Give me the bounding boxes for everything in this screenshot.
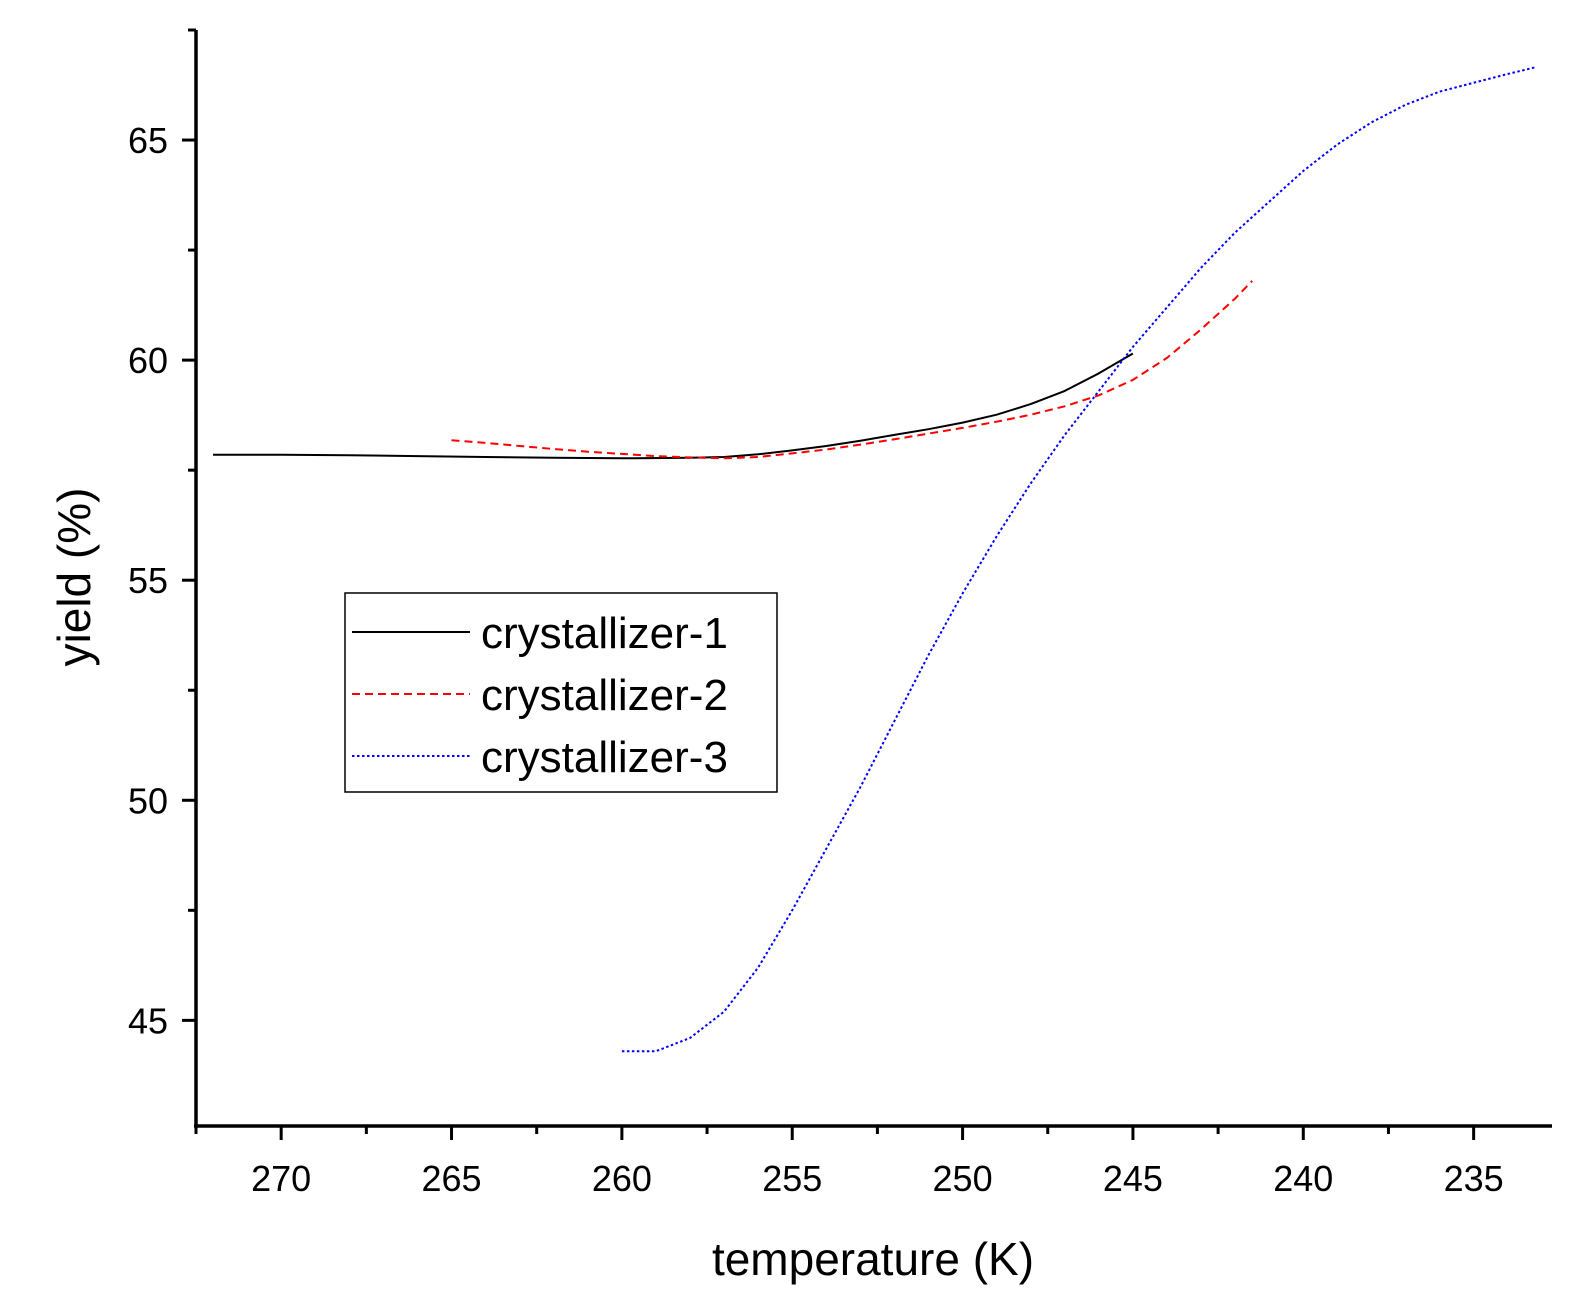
series-layer <box>213 66 1536 1053</box>
y-tick-label-60: 60 <box>128 340 168 381</box>
legend-label-crystallizer-3: crystallizer-3 <box>481 733 728 782</box>
y-tick-label-55: 55 <box>128 560 168 601</box>
series-line-crystallizer-3 <box>621 66 1536 1053</box>
series-line-crystallizer-1 <box>213 352 1134 460</box>
x-tick-label-265: 265 <box>421 1158 481 1199</box>
legend-label-crystallizer-2: crystallizer-2 <box>481 671 728 720</box>
legend: crystallizer-1 crystallizer-2 crystallizer… <box>344 592 778 793</box>
legend-box <box>344 592 778 793</box>
x-tick-label-260: 260 <box>592 1158 652 1199</box>
x-tick-label-270: 270 <box>251 1158 311 1199</box>
x-tick-label-255: 255 <box>762 1158 822 1199</box>
x-axis-title: temperature (K) <box>712 1233 1034 1285</box>
y-axis-title: yield (%) <box>48 488 100 667</box>
x-tick-label-250: 250 <box>933 1158 993 1199</box>
series-line-crystallizer-2 <box>451 280 1253 460</box>
legend-entries: crystallizer-1 crystallizer-2 crystallizer… <box>352 609 728 782</box>
legend-label-crystallizer-1: crystallizer-1 <box>481 609 728 658</box>
x-tick-label-235: 235 <box>1444 1158 1504 1199</box>
x-tick-label-245: 245 <box>1103 1158 1163 1199</box>
y-tick-label-45: 45 <box>128 1000 168 1041</box>
axes <box>194 30 1552 1128</box>
x-tick-label-240: 240 <box>1273 1158 1333 1199</box>
y-tick-label-50: 50 <box>128 780 168 821</box>
y-tick-label-65: 65 <box>128 120 168 161</box>
ticks: 270 265 260 255 250 245 240 235 45 50 55 60 65 <box>128 28 1504 1199</box>
